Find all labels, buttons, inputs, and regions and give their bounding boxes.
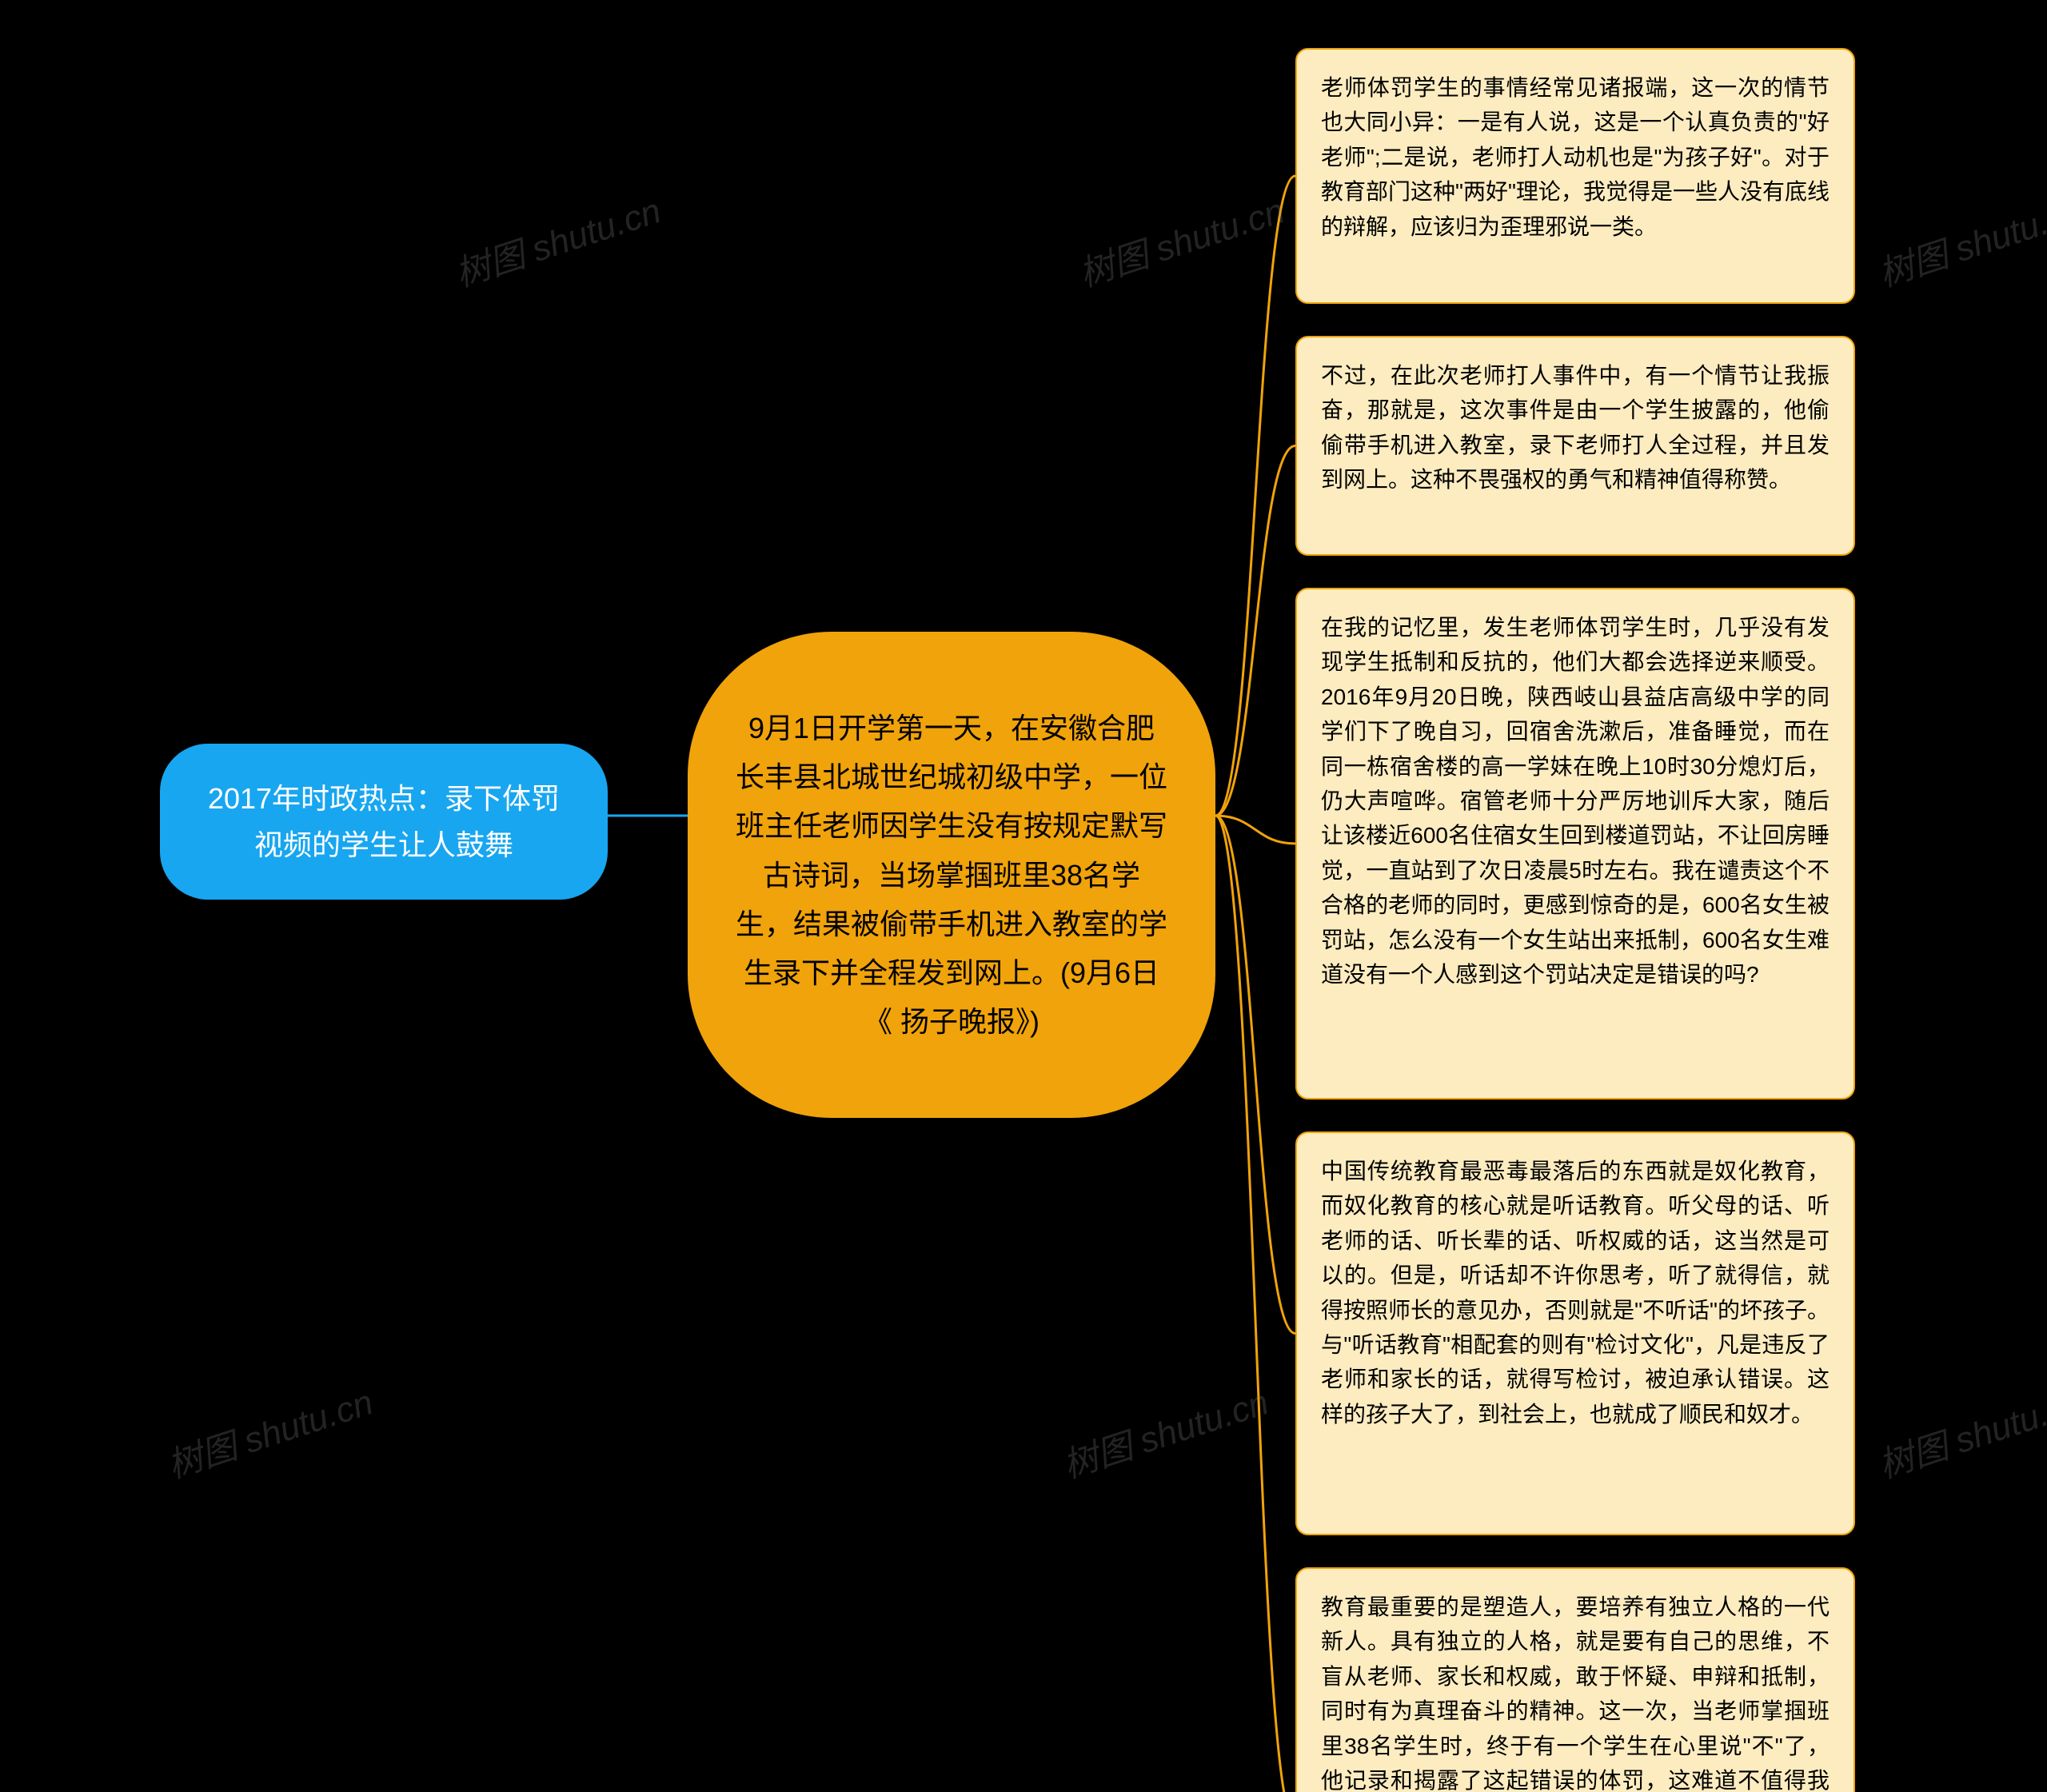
leaf-text-1: 老师体罚学生的事情经常见诸报端，这一次的情节也大同小异：一是有人说，这是一个认真…: [1321, 75, 1830, 239]
watermark: 树图 shutu.cn: [1055, 1374, 1274, 1488]
mid-text: 9月1日开学第一天，在安徽合肥长丰县北城世纪城初级中学，一位班主任老师因学生没有…: [736, 712, 1167, 1038]
leaf-node-1[interactable]: 老师体罚学生的事情经常见诸报端，这一次的情节也大同小异：一是有人说，这是一个认真…: [1295, 48, 1855, 304]
watermark: 树图 shutu.cn: [448, 182, 666, 297]
watermark: 树图 shutu.cn: [160, 1374, 378, 1488]
leaf-node-4[interactable]: 中国传统教育最恶毒最落后的东西就是奴化教育，而奴化教育的核心就是听话教育。听父母…: [1295, 1131, 1855, 1535]
edge-mid-leaf2: [1215, 446, 1295, 816]
leaf-text-5: 教育最重要的是塑造人，要培养有独立人格的一代新人。具有独立的人格，就是要有自己的…: [1321, 1594, 1830, 1792]
watermark: 树图 shutu.cn: [1071, 182, 1290, 297]
watermark: 树图 shutu.cn: [1871, 182, 2047, 297]
edge-mid-leaf5: [1215, 816, 1295, 1792]
leaf-node-3[interactable]: 在我的记忆里，发生老师体罚学生时，几乎没有发现学生抵制和反抗的，他们大都会选择逆…: [1295, 588, 1855, 1100]
mid-node[interactable]: 9月1日开学第一天，在安徽合肥长丰县北城世纪城初级中学，一位班主任老师因学生没有…: [688, 632, 1215, 1118]
leaf-text-3: 在我的记忆里，发生老师体罚学生时，几乎没有发现学生抵制和反抗的，他们大都会选择逆…: [1321, 615, 1830, 987]
leaf-text-2: 不过，在此次老师打人事件中，有一个情节让我振奋，那就是，这次事件是由一个学生披露…: [1321, 363, 1830, 492]
leaf-node-5[interactable]: 教育最重要的是塑造人，要培养有独立人格的一代新人。具有独立的人格，就是要有自己的…: [1295, 1567, 1855, 1792]
root-text: 2017年时政热点：录下体罚视频的学生让人鼓舞: [208, 782, 560, 861]
leaf-node-2[interactable]: 不过，在此次老师打人事件中，有一个情节让我振奋，那就是，这次事件是由一个学生披露…: [1295, 336, 1855, 556]
leaf-text-4: 中国传统教育最恶毒最落后的东西就是奴化教育，而奴化教育的核心就是听话教育。听父母…: [1321, 1159, 1830, 1427]
edge-mid-leaf3: [1215, 816, 1295, 844]
edge-mid-leaf4: [1215, 816, 1295, 1334]
root-node[interactable]: 2017年时政热点：录下体罚视频的学生让人鼓舞: [160, 744, 608, 900]
watermark: 树图 shutu.cn: [1871, 1374, 2047, 1488]
edge-mid-leaf1: [1215, 176, 1295, 816]
